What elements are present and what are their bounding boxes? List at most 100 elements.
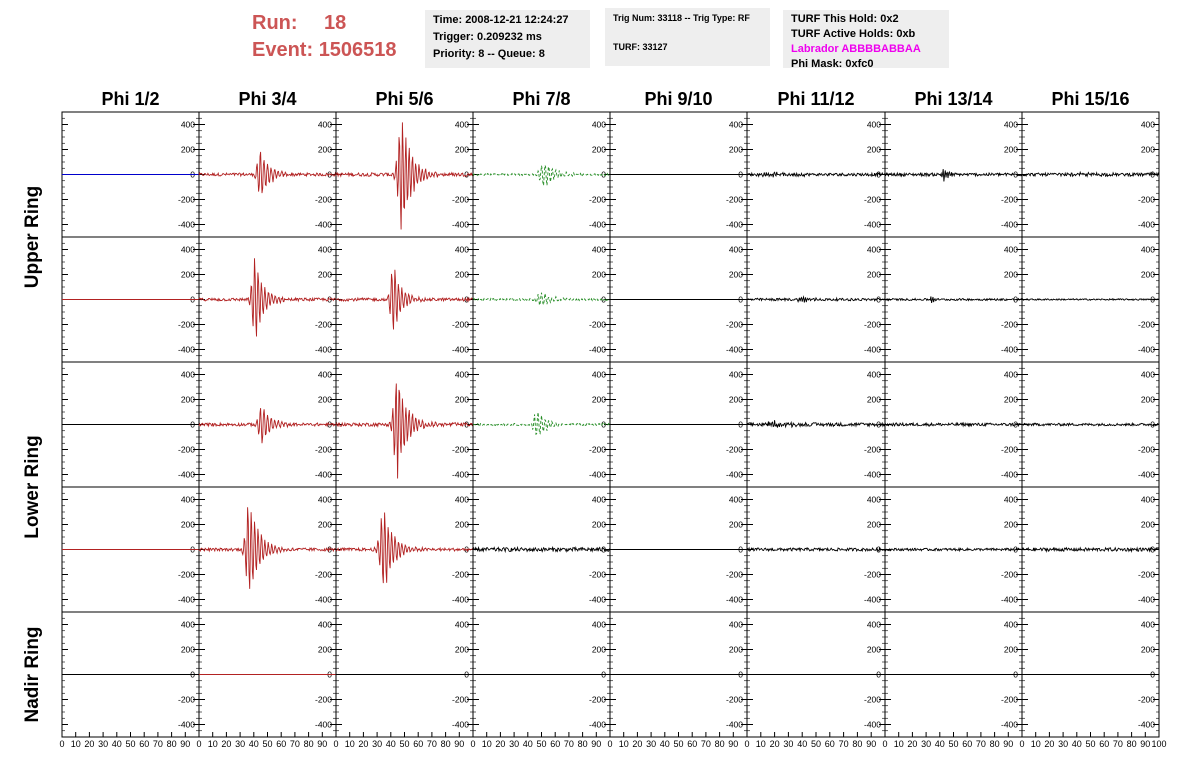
- y-tick-label: 400: [867, 120, 881, 130]
- y-tick-label: -200: [1001, 195, 1018, 205]
- y-tick-label: -200: [589, 695, 606, 705]
- y-tick-label: -400: [589, 345, 606, 355]
- x-tick-label: 90: [1003, 739, 1013, 749]
- y-tick-label: -200: [315, 695, 332, 705]
- y-tick-label: -200: [452, 570, 469, 580]
- x-tick-label: 70: [153, 739, 163, 749]
- y-tick-label: -200: [1001, 320, 1018, 330]
- x-tick-label: 30: [646, 739, 656, 749]
- row-label: Lower Ring: [22, 435, 43, 538]
- trig-info-box: Trig Num: 33118 -- Trig Type: RF TURF: 3…: [605, 8, 770, 66]
- waveform-trace: [198, 258, 337, 337]
- priority-text: Priority: 8 -- Queue: 8: [433, 48, 545, 60]
- waveform-trace: [884, 421, 1023, 428]
- y-tick-label: -400: [178, 720, 195, 730]
- y-tick-label: -200: [1138, 695, 1155, 705]
- y-tick-label: 400: [181, 120, 195, 130]
- y-tick-label: -200: [1001, 570, 1018, 580]
- x-tick-label: 70: [290, 739, 300, 749]
- y-tick-label: 400: [867, 245, 881, 255]
- y-tick-label: -200: [178, 445, 195, 455]
- y-tick-label: 200: [455, 270, 469, 280]
- panel-frame: [198, 111, 337, 238]
- y-tick-label: -400: [864, 720, 881, 730]
- waveform-trace: [198, 408, 337, 444]
- waveform-trace: [1021, 546, 1160, 553]
- y-tick-label: 200: [867, 395, 881, 405]
- phi-mask-text: Phi Mask: 0xfc0: [791, 58, 874, 70]
- y-tick-label: -200: [178, 695, 195, 705]
- y-tick-label: -400: [1138, 470, 1155, 480]
- y-tick-label: -400: [315, 470, 332, 480]
- y-tick-label: 200: [867, 145, 881, 155]
- y-tick-label: -200: [1138, 320, 1155, 330]
- y-tick-label: -200: [589, 195, 606, 205]
- x-tick-label: 10: [756, 739, 766, 749]
- y-tick-label: 400: [455, 120, 469, 130]
- x-tick-label: 60: [550, 739, 560, 749]
- y-tick-label: 200: [729, 395, 743, 405]
- y-tick-label: 400: [729, 495, 743, 505]
- x-tick-label: 90: [728, 739, 738, 749]
- turf-active-text: TURF Active Holds: 0xb: [791, 28, 916, 40]
- x-tick-label: 0: [1019, 739, 1024, 749]
- y-tick-label: 200: [318, 270, 332, 280]
- x-tick-label: 40: [386, 739, 396, 749]
- y-tick-label: 0: [601, 420, 606, 430]
- row-label: Upper Ring: [22, 186, 43, 288]
- y-tick-label: -200: [315, 195, 332, 205]
- y-tick-label: 200: [455, 645, 469, 655]
- trigger-text: Trigger: 0.209232 ms: [433, 31, 542, 43]
- y-tick-label: -200: [589, 320, 606, 330]
- y-tick-label: 400: [1004, 370, 1018, 380]
- y-tick-label: 200: [1004, 520, 1018, 530]
- y-tick-label: -200: [1138, 195, 1155, 205]
- y-tick-label: 200: [318, 145, 332, 155]
- y-tick-label: 400: [318, 620, 332, 630]
- y-tick-label: -400: [452, 220, 469, 230]
- y-tick-label: 200: [1004, 395, 1018, 405]
- y-tick-label: 400: [1141, 620, 1155, 630]
- x-tick-label: 80: [990, 739, 1000, 749]
- y-tick-label: -400: [726, 720, 743, 730]
- y-tick-label: -400: [864, 345, 881, 355]
- x-tick-label: 90: [591, 739, 601, 749]
- y-tick-label: 200: [729, 270, 743, 280]
- x-tick-label: 0: [882, 739, 887, 749]
- y-tick-label: 200: [592, 395, 606, 405]
- y-tick-label: -200: [726, 570, 743, 580]
- y-tick-label: -200: [726, 695, 743, 705]
- y-tick-label: 400: [1141, 120, 1155, 130]
- turf-text: TURF: 33127: [613, 42, 668, 52]
- row-label: Nadir Ring: [22, 626, 43, 722]
- y-tick-label: -400: [452, 595, 469, 605]
- y-tick-label: -400: [726, 220, 743, 230]
- column-title: Phi 13/14: [914, 89, 992, 109]
- y-tick-label: -400: [726, 470, 743, 480]
- y-tick-label: -400: [1001, 595, 1018, 605]
- y-tick-label: -200: [864, 445, 881, 455]
- y-tick-label: -400: [726, 595, 743, 605]
- x-tick-label: 50: [125, 739, 135, 749]
- y-tick-label: -200: [178, 195, 195, 205]
- y-tick-label: 400: [592, 620, 606, 630]
- x-tick-label: 10: [1031, 739, 1041, 749]
- y-tick-label: 400: [455, 495, 469, 505]
- y-tick-label: 400: [729, 245, 743, 255]
- x-tick-label: 30: [921, 739, 931, 749]
- x-tick-label: 70: [427, 739, 437, 749]
- y-tick-label: -400: [1001, 345, 1018, 355]
- y-tick-label: -400: [178, 345, 195, 355]
- x-tick-label: 90: [454, 739, 464, 749]
- y-tick-label: 0: [876, 170, 881, 180]
- trig-num-text: Trig Num: 33118 -- Trig Type: RF: [613, 13, 750, 23]
- y-tick-label: -400: [178, 220, 195, 230]
- x-tick-label: 40: [660, 739, 670, 749]
- y-tick-label: 400: [1004, 245, 1018, 255]
- y-tick-label: 0: [1150, 420, 1155, 430]
- column-title: Phi 5/6: [375, 89, 433, 109]
- time-text: Time: 2008-12-21 12:24:27: [433, 14, 569, 26]
- time-info-box: Time: 2008-12-21 12:24:27 Trigger: 0.209…: [425, 10, 590, 68]
- x-tick-label: 100: [1151, 739, 1166, 749]
